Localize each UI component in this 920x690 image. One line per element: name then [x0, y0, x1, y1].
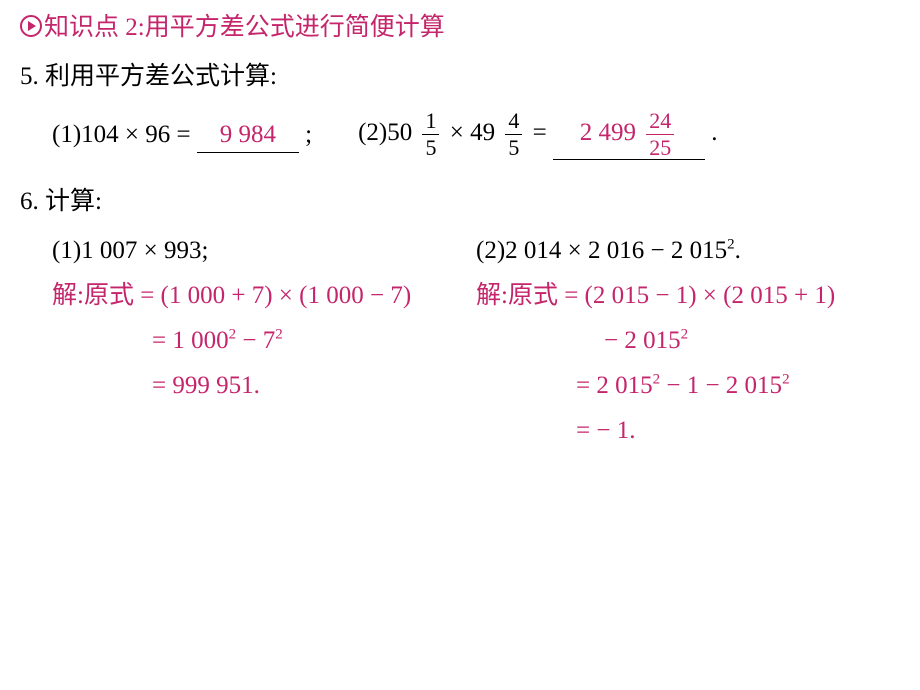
- worksheet-page: 知识点 2:用平方差公式进行简便计算 5. 利用平方差公式计算: (1)104 …: [0, 0, 920, 468]
- play-circle-icon: [20, 12, 42, 47]
- q5-part1: (1)104 × 96 = 9 984 ;: [52, 117, 312, 153]
- q5-part2-answer-int: 2 499: [580, 119, 636, 146]
- q6-part2-sol1: 解:原式 = (2 015 − 1) × (2 015 + 1): [476, 278, 900, 313]
- q6-part1-sol2: = 1 0002 − 72: [52, 323, 476, 358]
- q5-part1-answer: 9 984: [197, 117, 299, 153]
- frac-den: 5: [422, 135, 439, 159]
- frac-den: 5: [505, 135, 522, 159]
- q5-part2-lead: (2)50: [358, 119, 412, 146]
- q5-part2-eq: =: [533, 119, 547, 146]
- q6-part2-sol2: − 2 0152: [476, 323, 900, 358]
- section-header: 知识点 2:用平方差公式进行简便计算: [20, 10, 900, 47]
- frac-num: 24: [646, 110, 674, 135]
- q5-part1-suffix: ;: [305, 121, 312, 148]
- q6-part1-label: (1)1 007 × 993;: [52, 233, 476, 268]
- q5-row: (1)104 × 96 = 9 984 ; (2)50 1 5 × 49 4 5…: [20, 110, 900, 160]
- q5-part2-answer-frac: 24 25: [646, 110, 674, 159]
- section-header-text: 知识点 2:用平方差公式进行简便计算: [44, 14, 445, 41]
- q5-prompt: 5. 利用平方差公式计算:: [20, 59, 900, 94]
- q6-part2-sol3: = 2 0152 − 1 − 2 0152: [476, 368, 900, 403]
- q6-prompt: 6. 计算:: [20, 184, 900, 219]
- q5-part2-frac2: 4 5: [505, 110, 522, 159]
- q5-part2: (2)50 1 5 × 49 4 5 = 2 499 24 25 .: [358, 110, 717, 160]
- q6-part2-label: (2)2 014 × 2 016 − 2 0152.: [476, 233, 900, 268]
- frac-num: 1: [422, 110, 439, 135]
- q6-part1-sol1: 解:原式 = (1 000 + 7) × (1 000 − 7): [52, 278, 476, 313]
- q5-part1-label: (1)104 × 96 =: [52, 121, 191, 148]
- q6-part2: (2)2 014 × 2 016 − 2 0152. 解:原式 = (2 015…: [476, 233, 900, 458]
- frac-den: 25: [646, 135, 674, 159]
- q5-part2-mid: × 49: [450, 119, 495, 146]
- q5-part2-frac1: 1 5: [422, 110, 439, 159]
- q6-part1: (1)1 007 × 993; 解:原式 = (1 000 + 7) × (1 …: [20, 233, 476, 413]
- frac-num: 4: [505, 110, 522, 135]
- q5-part2-suffix: .: [711, 119, 717, 146]
- q6-part2-sol4: = − 1.: [476, 413, 900, 448]
- q6-columns: (1)1 007 × 993; 解:原式 = (1 000 + 7) × (1 …: [20, 233, 900, 458]
- q6-part1-sol3: = 999 951.: [52, 368, 476, 403]
